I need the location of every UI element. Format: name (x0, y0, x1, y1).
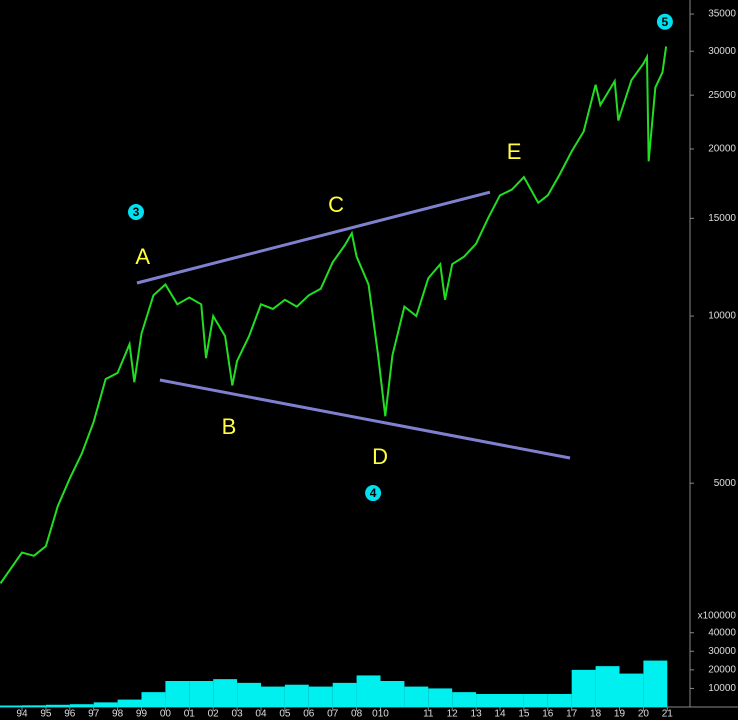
x-tick-label: 02 (208, 709, 220, 720)
x-tick-label: 13 (471, 709, 483, 720)
wave-label: E (507, 139, 522, 164)
y-tick-label: 10000 (708, 683, 736, 694)
wave-label: B (222, 414, 237, 439)
volume-bar (547, 694, 572, 707)
x-tick-label: 20 (638, 709, 650, 720)
x-tick-label: 03 (232, 709, 244, 720)
volume-bar (428, 688, 453, 707)
volume-bar (284, 684, 309, 707)
y-tick-label: 30000 (708, 46, 736, 57)
x-tick-label: 16 (542, 709, 554, 720)
volume-bar (452, 692, 477, 707)
y-tick-label: 15000 (708, 213, 736, 224)
x-tick-label: 00 (160, 709, 172, 720)
volume-bar (45, 704, 70, 707)
y-tick-label: 25000 (708, 90, 736, 101)
wave-number: 4 (370, 486, 377, 500)
volume-bar (237, 682, 261, 707)
y-tick-label: 35000 (708, 9, 736, 20)
wave-label: C (328, 192, 344, 217)
volume-bar (571, 669, 596, 707)
volume-bar (380, 681, 405, 707)
x-tick-label: 11 (423, 709, 434, 720)
x-tick-label: 12 (447, 709, 459, 720)
y-tick-label: 5000 (714, 478, 737, 489)
volume-bar (595, 666, 620, 707)
volume-bar (165, 681, 190, 707)
volume-bar (69, 704, 94, 707)
volume-bar (260, 686, 285, 707)
volume-bar (93, 702, 118, 707)
x-tick-label: 19 (614, 709, 626, 720)
x-tick-label: 17 (566, 709, 578, 720)
volume-bar (619, 673, 644, 707)
volume-bar (21, 705, 46, 707)
x-tick-label: 94 (16, 709, 28, 720)
wave-label: A (135, 244, 150, 269)
x-tick-label: 14 (494, 709, 506, 720)
wave-number: 3 (133, 205, 140, 219)
trendline (136, 190, 491, 285)
x-tick-label: 95 (40, 709, 52, 720)
trendline (159, 378, 571, 460)
y-axis-unit: x100000 (698, 611, 737, 622)
wave-circle (656, 13, 673, 30)
y-tick-label: 20000 (708, 664, 736, 675)
y-tick-label: 40000 (708, 627, 736, 638)
volume-bar (356, 675, 381, 707)
volume-bar (499, 694, 524, 707)
x-tick-label: 15 (518, 709, 530, 720)
volume-bar (523, 694, 548, 707)
wave-circle (127, 203, 144, 220)
x-tick-label: 01 (184, 709, 196, 720)
y-tick-label: 10000 (708, 311, 736, 322)
x-tick-label: 18 (590, 709, 602, 720)
volume-bar (643, 660, 668, 707)
volume-bar (476, 694, 500, 707)
y-tick-label: 20000 (708, 144, 736, 155)
volume-bar (404, 686, 429, 707)
x-tick-label: 04 (255, 709, 267, 720)
volume-bar (213, 679, 238, 707)
volume-bar (189, 681, 214, 707)
x-tick-label: 06 (303, 709, 315, 720)
x-tick-label: 07 (327, 709, 339, 720)
volume-bar (0, 705, 22, 707)
x-tick-label: 96 (64, 709, 76, 720)
y-tick-label: 30000 (708, 646, 736, 657)
volume-bar (117, 699, 142, 707)
volume-bar (141, 692, 166, 707)
wave-number: 5 (662, 15, 669, 29)
x-tick-label: 05 (279, 709, 291, 720)
wave-label: D (372, 444, 388, 469)
x-tick-label: 08 (351, 709, 363, 720)
volume-bar (332, 682, 357, 707)
volume-bar (308, 686, 333, 707)
price-line (0, 46, 668, 584)
x-tick-label: 010 (372, 709, 389, 720)
x-tick-label: 97 (88, 709, 100, 720)
x-tick-label: 99 (136, 709, 148, 720)
x-tick-label: 98 (112, 709, 124, 720)
x-tick-label: 21 (662, 709, 674, 720)
wave-circle (365, 485, 382, 502)
